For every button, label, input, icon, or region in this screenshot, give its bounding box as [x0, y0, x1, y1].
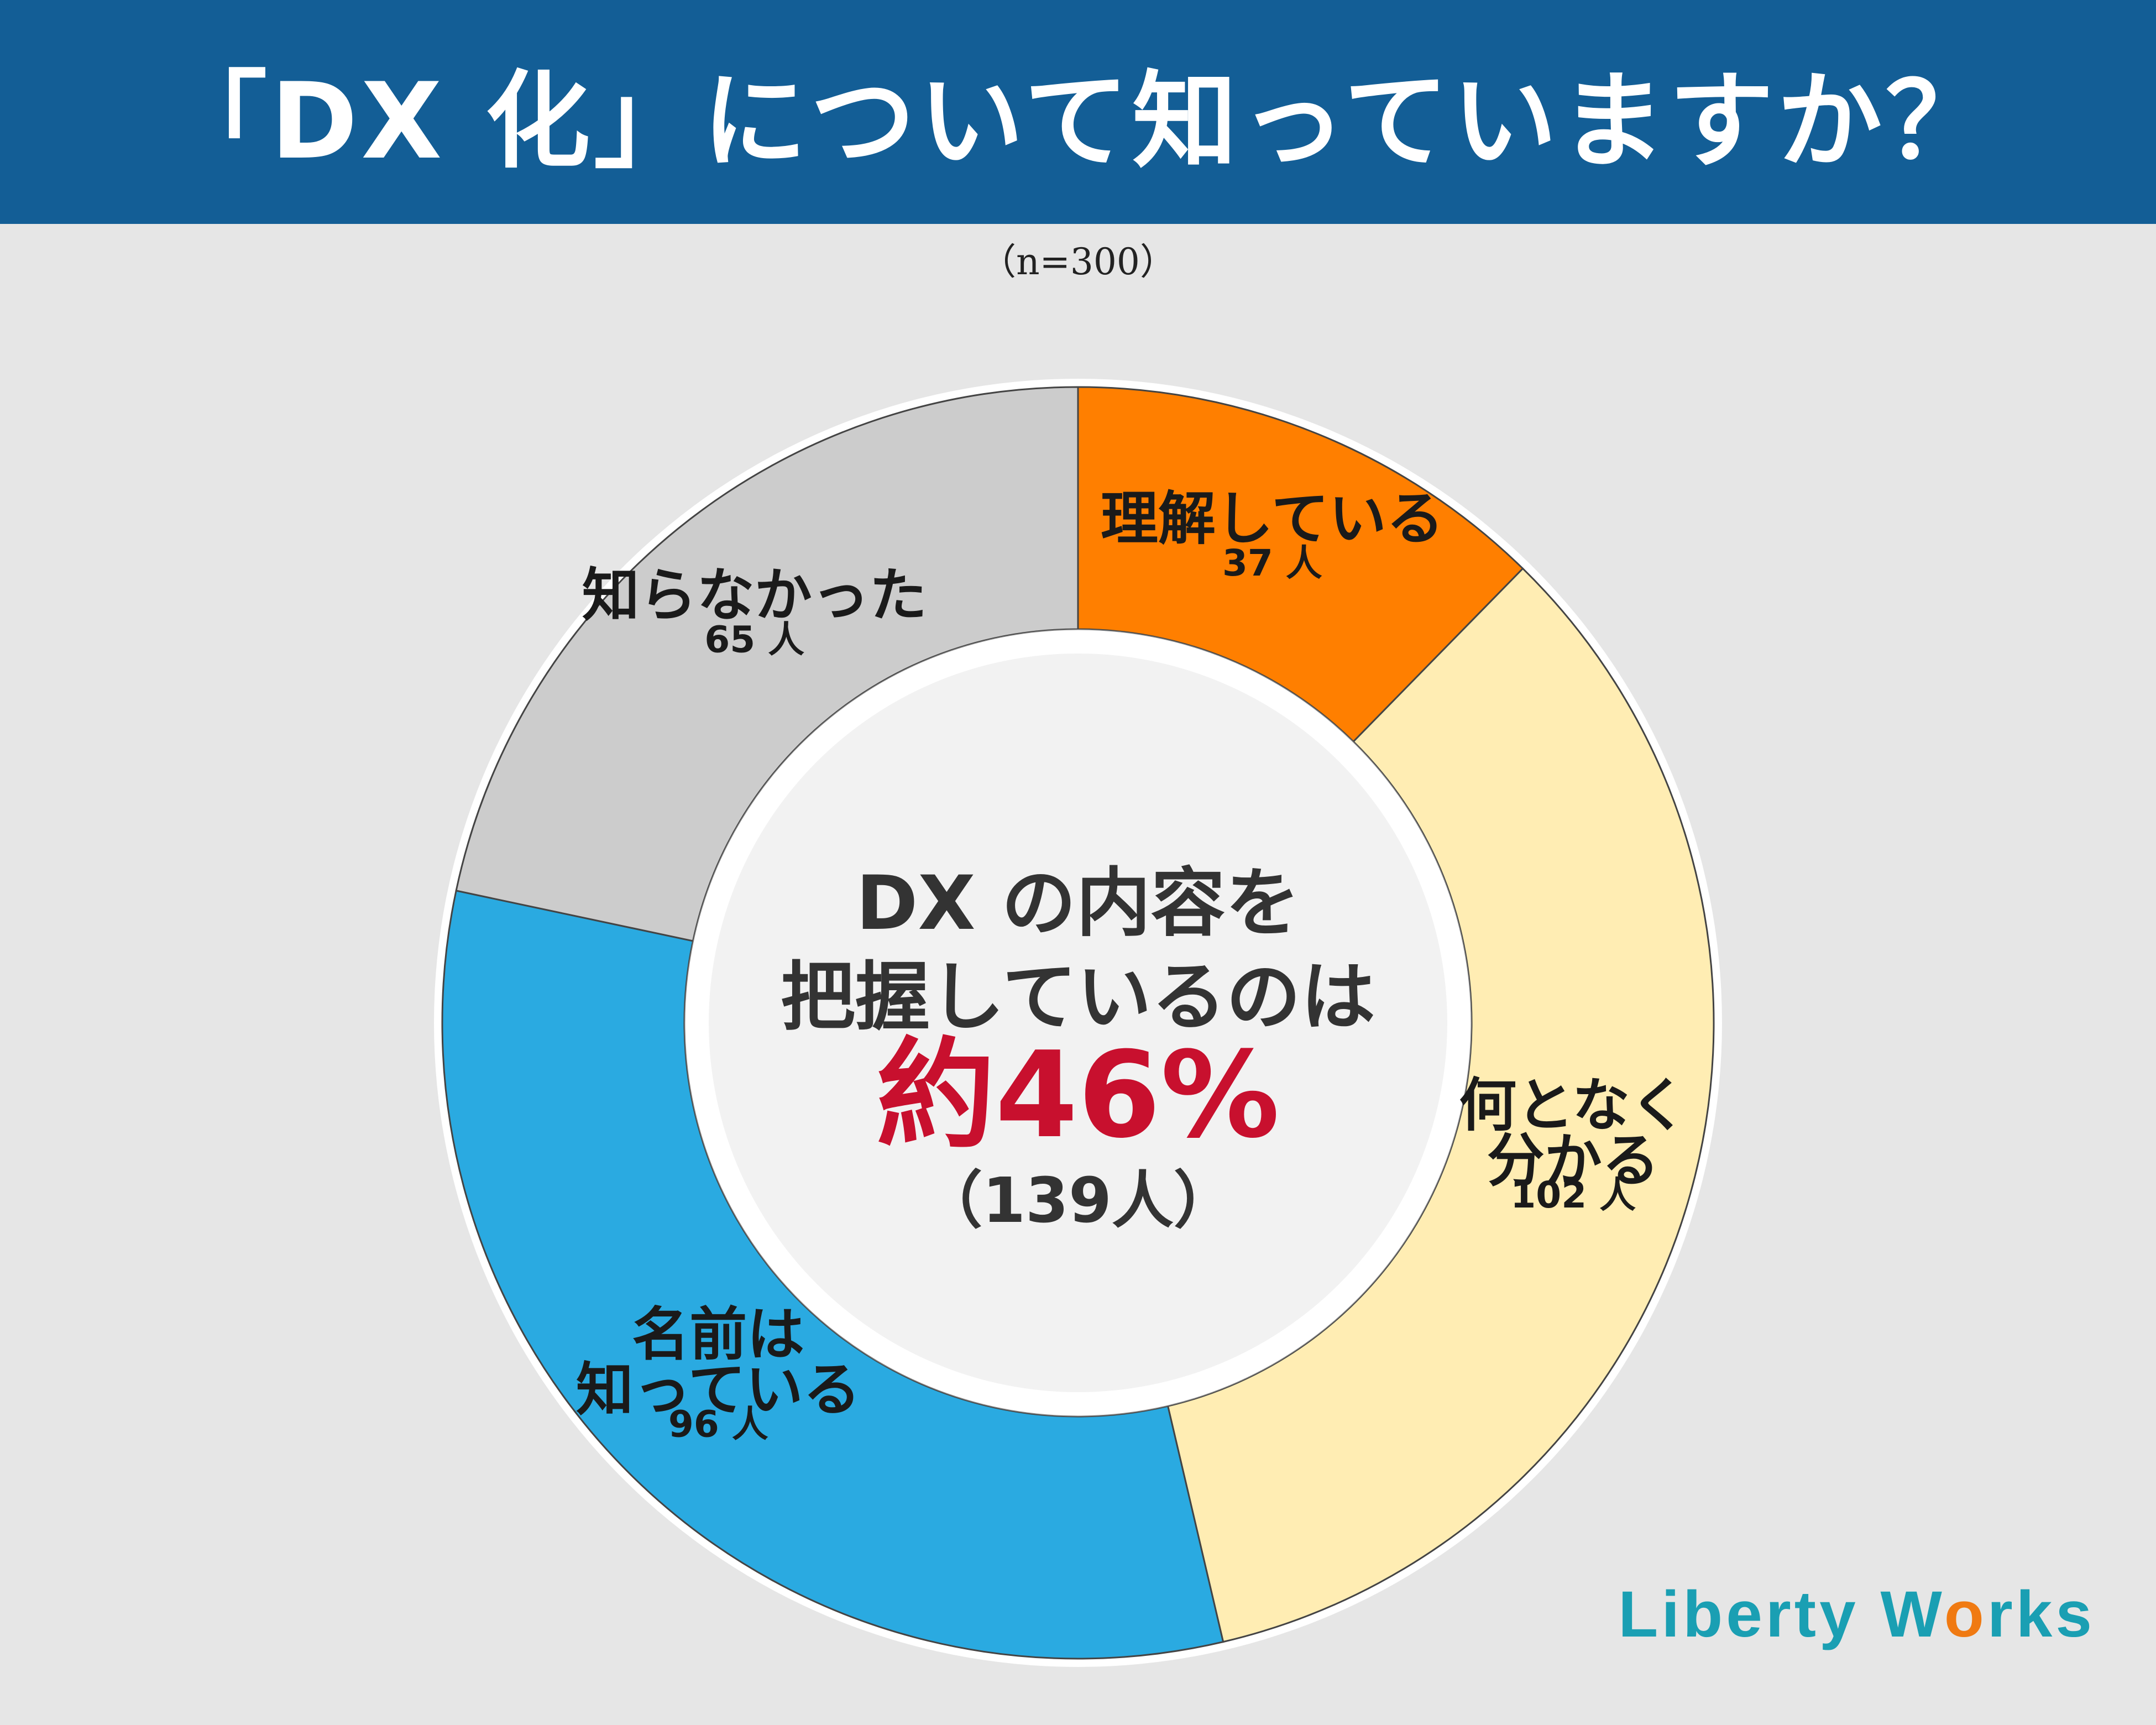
slice-label-line: 何となく — [1459, 1071, 1687, 1139]
slice-name-only — [441, 890, 1224, 1660]
slice-count: 102 人 — [1510, 1174, 1636, 1216]
logo-text-1: Liberty W — [1618, 1578, 1944, 1651]
title-banner: 「DX 化」について知っていますか？ — [0, 0, 2156, 224]
slice-label-line: 名前は — [632, 1300, 804, 1368]
slice-did-not-know — [455, 386, 1079, 942]
center-highlight: 約46% — [876, 1026, 1280, 1164]
slice-label-line: 分かる — [1487, 1127, 1660, 1194]
label-name-only: 名前は知っている 96 人 — [576, 1300, 861, 1445]
label-understand: 理解している 37 人 — [1101, 485, 1444, 584]
chart-slices — [441, 386, 1715, 1660]
label-did-not-know: 知らなかった 65 人 — [582, 561, 927, 661]
slice-label-line: 知っている — [576, 1356, 861, 1423]
center-count: （139人） — [920, 1165, 1236, 1237]
slice-label-line: 理解している — [1101, 485, 1444, 552]
liberty-works-logo: Liberty Works — [1618, 1577, 2095, 1652]
slice-count: 37 人 — [1222, 542, 1322, 584]
page-title: 「DX 化」について知っていますか？ — [162, 60, 1994, 182]
slice-understand — [1077, 386, 1524, 743]
center-disc — [709, 654, 1447, 1392]
label-somewhat-understand: 何となく分かる 102 人 — [1459, 1071, 1687, 1216]
center-line-2: 把握しているのは — [781, 954, 1375, 1041]
slice-count: 65 人 — [704, 618, 804, 661]
logo-text-accent: o — [1944, 1578, 1987, 1651]
center-line-1: DX の内容を — [856, 860, 1300, 947]
sample-size-note: （n=300） — [980, 241, 1176, 283]
logo-text-2: rks — [1987, 1578, 2095, 1651]
center-summary: DX の内容を 把握しているのは 約46% （139人） — [781, 860, 1375, 1237]
slice-label-line: 知らなかった — [582, 561, 927, 629]
slice-count: 96 人 — [668, 1403, 768, 1445]
slice-somewhat-understand — [1166, 567, 1715, 1643]
